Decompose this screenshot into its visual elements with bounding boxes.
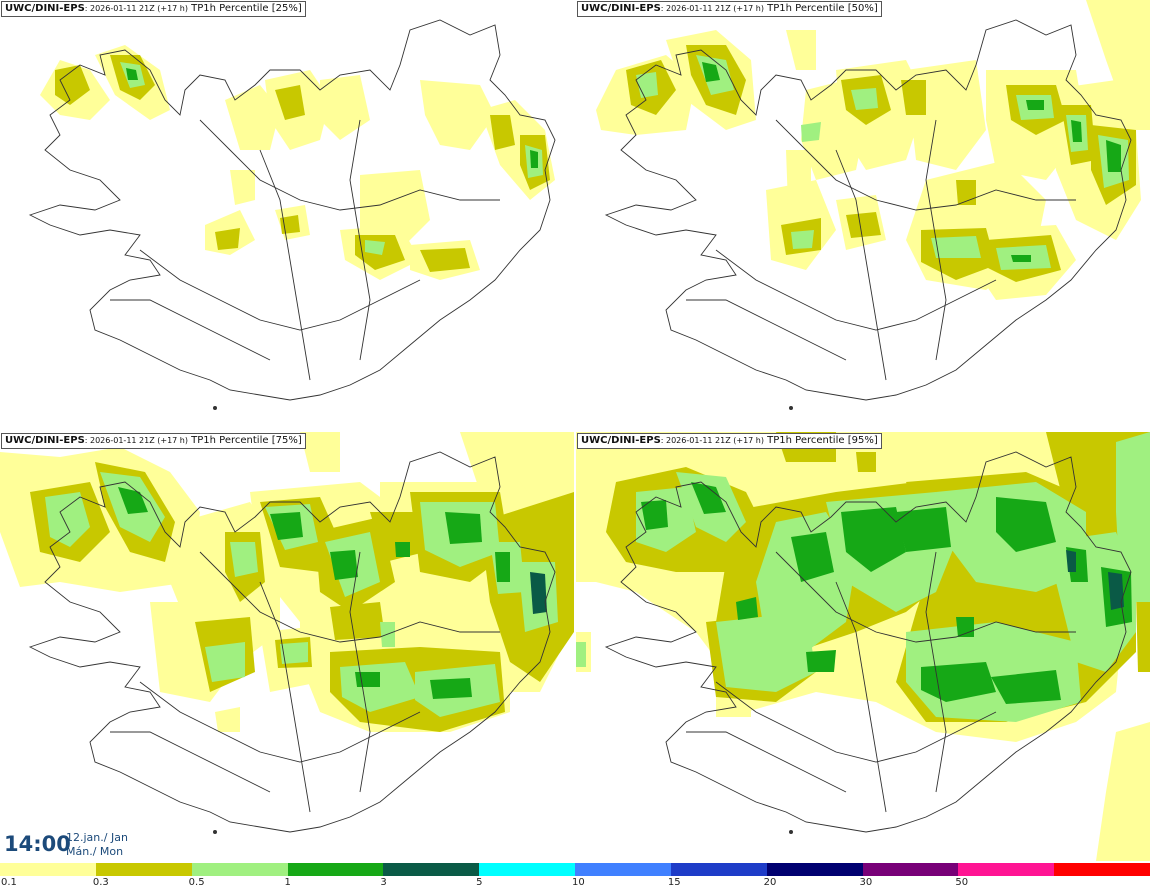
colorbar-segment (1054, 863, 1150, 876)
panel-title: UWC/DINI-EPS: 2026-01-11 21Z (+17 h) TP1… (577, 433, 882, 449)
panel-title: UWC/DINI-EPS: 2026-01-11 21Z (+17 h) TP1… (1, 433, 306, 449)
colorbar-segment (0, 863, 96, 876)
colorbar-tick-label: 50 (955, 877, 969, 888)
precipitation-map (576, 432, 1150, 861)
colorbar-tick-label: 15 (667, 877, 681, 888)
map-panel-p50: UWC/DINI-EPS: 2026-01-11 21Z (+17 h) TP1… (576, 0, 1150, 429)
precipitation-map (596, 0, 1150, 410)
colorbar-tick-label: 0.5 (188, 877, 205, 888)
colorbar-tick-label: 10 (572, 877, 585, 888)
colorbar-tick-label: 5 (476, 877, 483, 888)
precip-colorbar-ticks: 0.1 0.3 0.5 1 3 5 10 15 20 30 50 (0, 877, 1150, 891)
colorbar-segment (287, 863, 384, 876)
colorbar-segment (862, 863, 959, 876)
valid-time-clock: 14:00 (4, 832, 71, 856)
colorbar-tick-label: 0.3 (92, 877, 109, 888)
colorbar-segment (670, 863, 767, 876)
precipitation-map (28, 19, 556, 410)
precip-colorbar (0, 863, 1150, 876)
valid-date: 12.jan./ Jan Mán./ Mon (66, 831, 128, 859)
iceland-coastline (604, 451, 1132, 833)
colorbar-segment (479, 863, 576, 876)
valid-date-line1: 12.jan./ Jan (66, 831, 128, 844)
precip-darkgreen-areas (530, 572, 547, 614)
valid-time-box: 14:00 12.jan./ Jan Mán./ Mon (0, 826, 150, 862)
precip-light-areas (596, 0, 1150, 300)
colorbar-segment (95, 863, 192, 876)
island-dot (213, 406, 217, 410)
precip-darkgreen-areas (1066, 550, 1124, 610)
colorbar-tick-label: 1 (284, 877, 291, 888)
island-dot (789, 406, 793, 410)
iceland-coastline (28, 451, 556, 833)
colorbar-segment (575, 863, 671, 876)
colorbar-segment (191, 863, 288, 876)
colorbar-tick-label: 0.1 (1, 877, 17, 888)
precip-green-areas (126, 68, 538, 168)
panel-title: UWC/DINI-EPS: 2026-01-11 21Z (+17 h) TP1… (1, 1, 306, 17)
colorbar-tick-label: 20 (763, 877, 777, 888)
island-dot (213, 830, 217, 834)
colorbar-segment (383, 863, 480, 876)
iceland-coastline (604, 19, 1132, 401)
precip-green-areas (118, 487, 510, 699)
precipitation-map (0, 432, 574, 834)
colorbar-tick-label: 3 (380, 877, 387, 888)
iceland-coastline (28, 19, 556, 401)
map-panel-p25: UWC/DINI-EPS: 2026-01-11 21Z (+17 h) TP1… (0, 0, 574, 429)
colorbar-tick-label: 30 (859, 877, 873, 888)
precip-green-areas (702, 62, 1121, 262)
panel-title: UWC/DINI-EPS: 2026-01-11 21Z (+17 h) TP1… (577, 1, 882, 17)
colorbar-segment (958, 863, 1055, 876)
map-panel-p75: UWC/DINI-EPS: 2026-01-11 21Z (+17 h) TP1… (0, 432, 574, 861)
valid-date-line2: Mán./ Mon (66, 845, 124, 858)
map-panel-p95: UWC/DINI-EPS: 2026-01-11 21Z (+17 h) TP1… (576, 432, 1150, 861)
colorbar-segment (766, 863, 863, 876)
island-dot (789, 830, 793, 834)
